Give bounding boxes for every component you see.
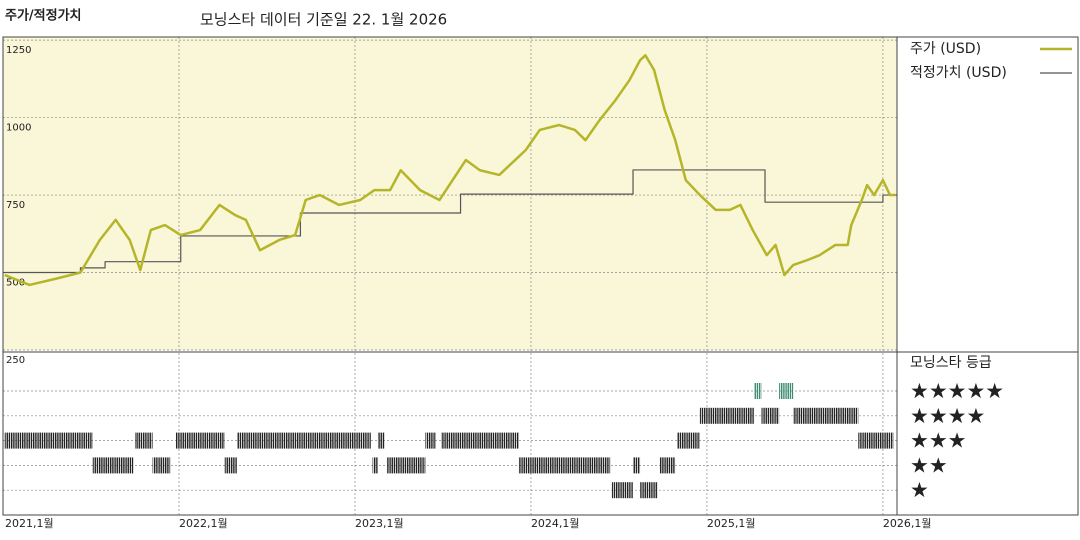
- chart-label: 주가/적정가치: [5, 8, 82, 24]
- rating-bar: [858, 432, 894, 449]
- y-tick-label: 1250: [6, 45, 31, 56]
- rating-bar: [611, 482, 634, 499]
- rating-bar: [92, 457, 134, 474]
- rating-bar: [425, 432, 436, 449]
- rating-bar: [518, 457, 611, 474]
- y-tick-label: 500: [6, 278, 25, 289]
- rating-bar: [640, 482, 658, 499]
- rating-bar: [134, 432, 153, 449]
- rating-bar: [761, 407, 780, 424]
- rating-bar: [779, 383, 794, 399]
- rating-bar: [377, 432, 385, 449]
- rating-label: ★★: [910, 453, 948, 477]
- rating-bar: [659, 457, 676, 474]
- rating-bar: [793, 407, 859, 424]
- rating-bar: [441, 432, 519, 449]
- rating-bar: [386, 457, 426, 474]
- x-tick-label: 2025,1월: [707, 517, 756, 530]
- series-line: [4, 54, 896, 287]
- rating-bar: [754, 383, 762, 399]
- rating-bar: [152, 457, 171, 474]
- y-tick-label: 750: [6, 200, 25, 211]
- rating-bar: [175, 432, 225, 449]
- rating-label: ★★★: [910, 429, 966, 453]
- x-tick-label: 2026,1월: [883, 517, 932, 530]
- frame: [2, 36, 1079, 516]
- legend-label: 적정가치 (USD): [910, 65, 1007, 81]
- rating-bar: [677, 432, 700, 449]
- plot-background: [3, 37, 897, 350]
- rating-label: ★★★★★: [910, 379, 1004, 403]
- x-tick-label: 2021,1월: [5, 517, 54, 530]
- rating-bar: [237, 432, 371, 449]
- y-tick-label: 1000: [6, 123, 31, 134]
- series-line: [3, 169, 897, 274]
- x-tick-label: 2023,1월: [355, 517, 404, 530]
- rating-label: ★★★★: [910, 404, 985, 428]
- y-tick-label: 250: [6, 355, 25, 366]
- rating-bar: [4, 432, 93, 449]
- x-tick-label: 2022,1월: [179, 517, 228, 530]
- chart-title: 모닝스타 데이터 기준일 22. 1월 2026: [200, 11, 447, 29]
- rating-bar: [224, 457, 238, 474]
- x-tick-label: 2024,1월: [531, 517, 580, 530]
- rating-bar: [633, 457, 641, 474]
- ratings-title: 모닝스타 등급: [910, 355, 992, 371]
- rating-bar: [372, 457, 378, 474]
- legend-label: 주가 (USD): [910, 41, 981, 57]
- rating-label: ★: [910, 478, 929, 502]
- rating-bar: [699, 407, 755, 424]
